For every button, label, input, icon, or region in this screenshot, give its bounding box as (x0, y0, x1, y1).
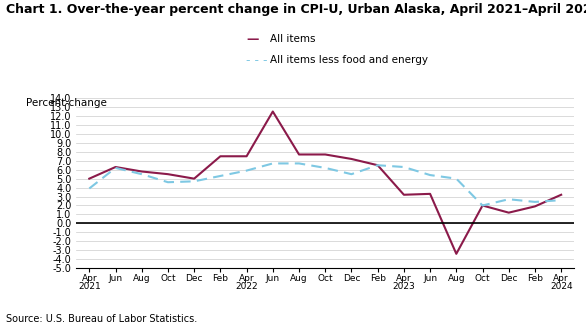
Text: Apr: Apr (553, 274, 569, 284)
Text: 2021: 2021 (78, 282, 101, 291)
Text: Percent change: Percent change (26, 98, 107, 108)
Text: Dec: Dec (500, 274, 517, 284)
Text: Oct: Oct (160, 274, 176, 284)
Text: Aug: Aug (448, 274, 465, 284)
Text: All items: All items (270, 34, 315, 44)
Text: Dec: Dec (343, 274, 360, 284)
All items less food and energy (190, 180, 197, 183)
Text: Chart 1. Over-the-year percent change in CPI-U, Urban Alaska, April 2021–April 2: Chart 1. Over-the-year percent change in… (6, 3, 586, 16)
All items less food and energy (427, 173, 434, 177)
Text: Apr: Apr (239, 274, 254, 284)
Text: —: — (246, 33, 258, 46)
Text: Oct: Oct (475, 274, 490, 284)
Text: Feb: Feb (527, 274, 543, 284)
Text: Feb: Feb (370, 274, 386, 284)
Text: Apr: Apr (81, 274, 97, 284)
All items (532, 204, 539, 208)
All items less food and energy (348, 172, 355, 176)
All items less food and energy (322, 166, 329, 170)
All items less food and energy (112, 166, 119, 170)
All items less food and energy (270, 162, 277, 165)
Text: Jun: Jun (265, 274, 280, 284)
Text: 2022: 2022 (235, 282, 258, 291)
Text: 2024: 2024 (550, 282, 573, 291)
All items (190, 177, 197, 181)
Text: Jun: Jun (423, 274, 437, 284)
Text: All items less food and energy: All items less food and energy (270, 56, 428, 65)
All items less food and energy (165, 180, 172, 184)
All items less food and energy (86, 186, 93, 190)
All items less food and energy (479, 203, 486, 207)
All items (138, 169, 145, 173)
All items (217, 154, 224, 158)
All items less food and energy (295, 162, 302, 165)
Text: Apr: Apr (396, 274, 412, 284)
All items (453, 252, 460, 256)
All items (270, 110, 277, 113)
All items less food and energy (243, 169, 250, 173)
All items less food and energy (217, 174, 224, 178)
Text: 2023: 2023 (393, 282, 415, 291)
Text: Source: U.S. Bureau of Labor Statistics.: Source: U.S. Bureau of Labor Statistics. (6, 314, 197, 324)
Text: Oct: Oct (318, 274, 333, 284)
Text: Dec: Dec (185, 274, 203, 284)
All items (348, 157, 355, 161)
All items less food and energy (453, 177, 460, 181)
All items (558, 193, 565, 197)
All items less food and energy (400, 165, 407, 169)
Text: Aug: Aug (290, 274, 308, 284)
All items (374, 163, 381, 167)
All items (505, 211, 512, 215)
All items (112, 165, 119, 169)
Line: All items: All items (89, 112, 561, 254)
Text: Jun: Jun (108, 274, 122, 284)
All items (427, 192, 434, 196)
Line: All items less food and energy: All items less food and energy (89, 164, 561, 205)
All items (322, 152, 329, 156)
All items less food and energy (505, 197, 512, 201)
All items less food and energy (558, 198, 565, 202)
Text: Aug: Aug (133, 274, 151, 284)
Text: Feb: Feb (212, 274, 229, 284)
All items less food and energy (374, 163, 381, 167)
All items (86, 177, 93, 181)
All items less food and energy (532, 200, 539, 204)
Text: - - -: - - - (246, 54, 268, 67)
All items (295, 152, 302, 156)
All items less food and energy (138, 172, 145, 176)
All items (243, 154, 250, 158)
All items (165, 172, 172, 176)
All items (479, 203, 486, 207)
All items (400, 193, 407, 197)
